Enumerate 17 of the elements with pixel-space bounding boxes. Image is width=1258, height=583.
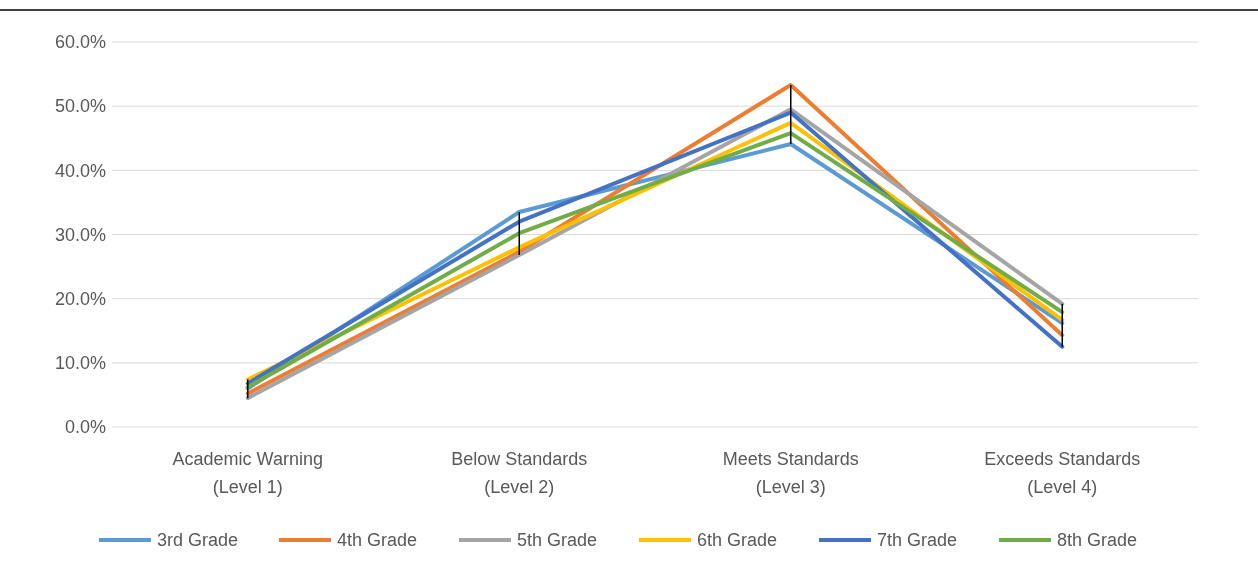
x-tick-label: Academic Warning (Level 1) <box>172 449 323 497</box>
x-tick-label: Exceeds Standards (Level 4) <box>984 449 1141 497</box>
y-tick-label: 0.0% <box>64 417 106 438</box>
y-tick-label: 60.0% <box>54 32 106 53</box>
legend-label: 3rd Grade <box>157 530 239 551</box>
legend-label: 8th Grade <box>1057 530 1138 551</box>
y-tick-label: 10.0% <box>54 353 106 374</box>
y-tick-label: 20.0% <box>54 288 106 309</box>
legend-label: 6th Grade <box>697 530 778 551</box>
x-tick-label: Below Standards (Level 2) <box>451 449 588 497</box>
x-tick-label: Meets Standards (Level 3) <box>722 449 859 497</box>
legend-label: 7th Grade <box>877 530 958 551</box>
legend-label: 5th Grade <box>517 530 598 551</box>
y-tick-label: 50.0% <box>54 96 106 117</box>
y-tick-label: 30.0% <box>54 224 106 245</box>
legend-label: 4th Grade <box>337 530 418 551</box>
y-tick-label: 40.0% <box>54 160 106 181</box>
